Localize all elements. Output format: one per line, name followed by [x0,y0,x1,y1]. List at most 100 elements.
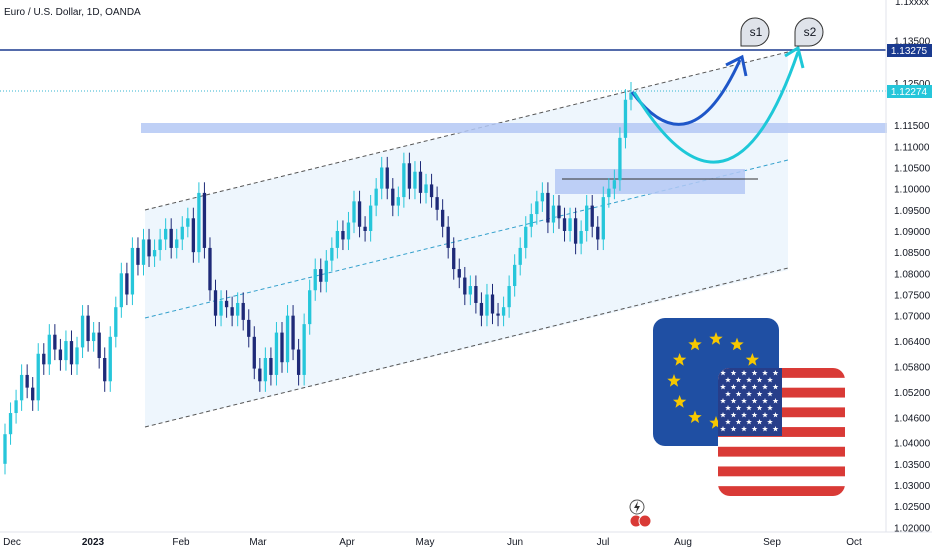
price-tag-solid: 1.13275 [887,44,932,57]
candle-body [247,319,251,337]
x-tick-label: 2023 [82,537,105,548]
candle-body [396,197,400,206]
scenario-arrow-s1 [725,54,748,77]
candle-body [91,332,96,342]
candle-body [623,99,628,138]
candle-body [202,192,207,248]
candle-body [618,137,622,181]
candle-body [114,307,118,337]
candle-body [175,239,179,248]
y-tick-label: 1.02000 [894,523,931,534]
candle-body [363,226,367,231]
y-tick-label: 1.08000 [894,269,931,280]
candle-body [136,247,140,265]
candle-body [446,226,450,248]
y-tick-label: 1.03000 [894,481,931,492]
candle-body [585,205,589,231]
us-star [725,377,731,383]
candle-body [407,163,412,189]
us-star [746,391,752,397]
y-tick-label: 1.11000 [894,142,930,153]
us-star [741,412,747,418]
candle-body [391,188,395,206]
candle-body [385,167,389,189]
candle-body [158,239,162,251]
eu-star [709,332,723,345]
candle-body [518,247,522,265]
candle-body [53,334,57,350]
us-star [751,384,758,390]
candle-body [551,205,556,223]
candle-body [103,357,107,382]
candle-body [130,247,135,295]
price-tag-solid-label: 1.13275 [891,46,928,57]
support-zone [555,169,745,194]
candle-body [424,184,428,193]
candle-body [285,315,290,363]
candle-body [319,269,323,282]
candle-body [119,273,123,308]
candle-body [213,290,218,316]
candle-body [291,315,295,350]
x-tick-label: Jun [507,537,523,548]
us-star [772,412,779,418]
candle-body [186,218,190,227]
candle-body [80,315,85,348]
eu-us-event-icon [629,514,652,528]
candle-body [47,334,51,365]
us-star [756,391,763,397]
candle-body [596,226,600,240]
us-stripe [718,486,845,496]
eu-star [673,395,687,408]
us-star [741,370,747,376]
us-star [720,426,726,432]
us-star [762,370,768,376]
candle-body [357,201,362,227]
y-tick-label: 1.10000 [894,185,931,196]
bubble-s1-label: s1 [750,25,763,39]
candle-body [485,294,489,316]
scenario-arrow-s2 [784,45,805,69]
candle-body [302,324,306,375]
bubble-s1: s1 [740,17,770,47]
candle-body [579,230,583,244]
us-star [772,426,779,432]
eu-star [709,416,723,429]
scenario-path-s2 [632,51,800,164]
candle-body [629,92,633,100]
candle-body [568,218,572,231]
candle-body [435,197,439,210]
us-star [772,370,779,376]
candle-body [440,209,445,227]
y-tick-label: 1.12500 [894,79,931,90]
candles-group [3,81,633,475]
us-star [735,391,742,397]
x-tick-label: Sep [763,537,781,548]
us-star [720,370,726,376]
candle-body [607,188,611,198]
us-star [767,419,773,425]
us-star [725,405,731,411]
us-star [741,398,747,404]
candle-body [31,387,35,401]
x-tick-label: Feb [172,537,190,548]
y-tick-label: 1.05800 [894,362,931,373]
candle-body [308,290,312,325]
y-tick-label: 1.04600 [894,413,931,424]
candle-body [64,341,68,361]
candle-body [429,184,434,198]
y-tick-label: 1.06400 [894,337,931,348]
us-star [762,398,768,404]
candle-body [346,222,351,240]
us-star [751,426,758,432]
us-star [725,419,731,425]
candle-body [163,228,168,240]
us-stripe [718,466,845,477]
price-tag-dotted: 1.12274 [887,85,932,98]
us-star [756,377,763,383]
us-star [751,370,758,376]
us-star [720,398,726,404]
y-tick-label: 1.13500 [894,36,931,47]
candle-body [125,273,129,295]
